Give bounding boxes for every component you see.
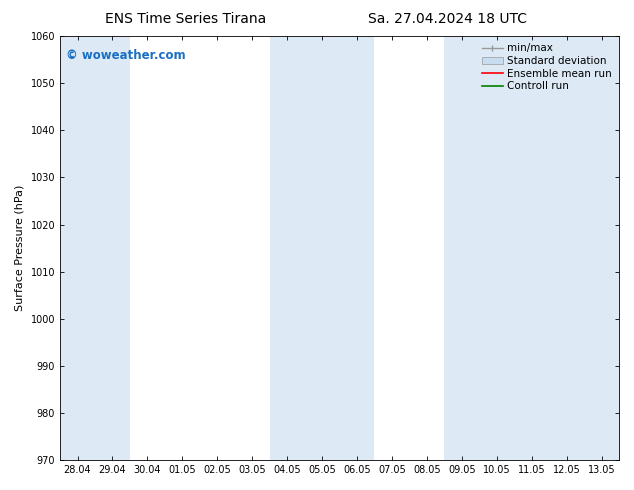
Text: ENS Time Series Tirana: ENS Time Series Tirana xyxy=(105,12,266,26)
Text: Sa. 27.04.2024 18 UTC: Sa. 27.04.2024 18 UTC xyxy=(368,12,527,26)
Bar xyxy=(444,36,619,460)
Bar xyxy=(60,36,130,460)
Legend: min/max, Standard deviation, Ensemble mean run, Controll run: min/max, Standard deviation, Ensemble me… xyxy=(480,41,614,93)
Text: © woweather.com: © woweather.com xyxy=(66,49,185,62)
Bar xyxy=(269,36,375,460)
Y-axis label: Surface Pressure (hPa): Surface Pressure (hPa) xyxy=(15,185,25,311)
